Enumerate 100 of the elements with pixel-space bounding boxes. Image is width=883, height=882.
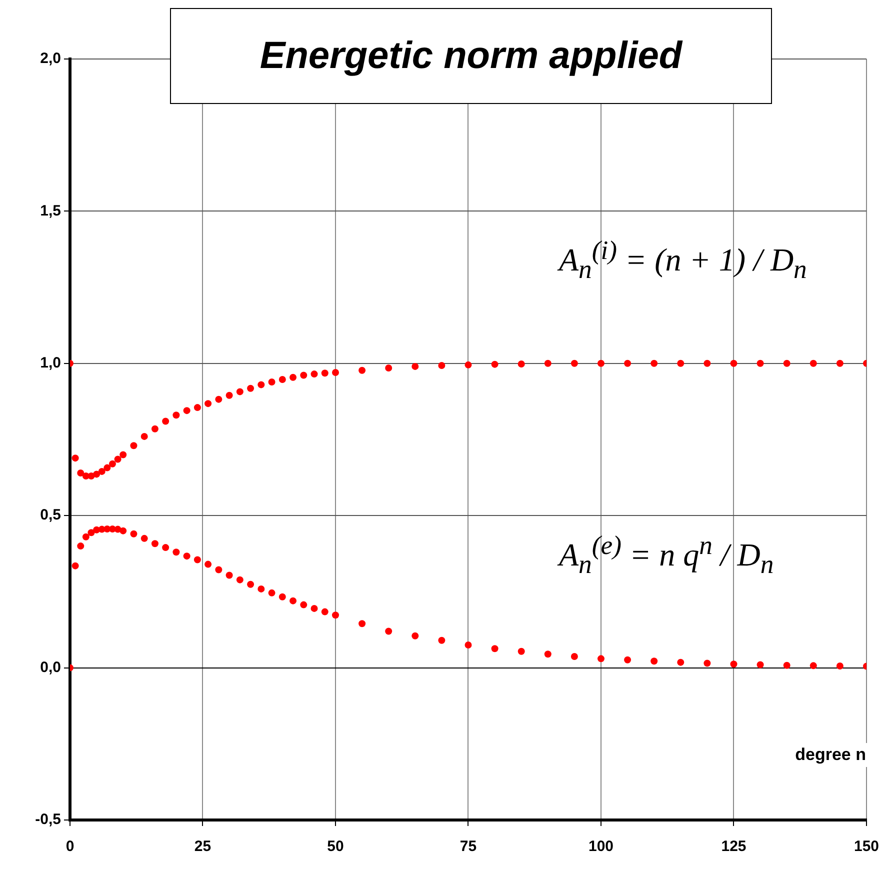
y-tick-label: 0,0: [40, 658, 61, 676]
point: [93, 470, 100, 478]
point: [108, 460, 116, 468]
point: [247, 580, 254, 588]
point: [704, 660, 711, 667]
point: [300, 372, 308, 379]
point: [72, 562, 79, 570]
point: [836, 360, 844, 367]
point: [258, 381, 265, 388]
x-tick-label: 150: [854, 838, 879, 856]
point: [836, 662, 844, 670]
point: [215, 566, 222, 574]
y-tick-label: 1,0: [40, 354, 61, 372]
point: [321, 370, 328, 377]
point: [247, 384, 254, 392]
point: [438, 636, 446, 644]
point: [290, 374, 297, 381]
point: [624, 360, 632, 367]
annotation: A$_{n}$$^{(i)}$ = (n + 1) / D$_{n}$: [556, 234, 808, 286]
y-tick-label: -0,5: [35, 811, 61, 828]
point: [783, 662, 790, 669]
y-tick-label: 1,5: [40, 202, 61, 220]
point: [278, 593, 286, 600]
point: [290, 597, 297, 604]
title-frame: Energetic norm applied: [170, 8, 772, 104]
point: [544, 360, 552, 367]
point: [120, 451, 127, 458]
point: [756, 360, 764, 367]
point: [704, 360, 711, 367]
point: [756, 661, 764, 668]
point: [570, 360, 578, 367]
point: [236, 576, 244, 584]
point: [332, 612, 339, 619]
point: [810, 662, 817, 670]
point: [268, 378, 276, 386]
point: [120, 527, 127, 534]
point: [258, 585, 265, 592]
point: [215, 396, 222, 403]
point: [77, 542, 84, 550]
point: [88, 529, 95, 536]
x-tick-label: 125: [721, 838, 746, 856]
x-axis-title: degree n: [791, 743, 870, 767]
point: [226, 572, 233, 579]
point: [597, 655, 604, 662]
point: [650, 360, 658, 367]
point: [730, 660, 738, 668]
point: [151, 425, 158, 432]
y-tick-label: 0,5: [40, 506, 61, 524]
point: [518, 360, 525, 368]
point: [332, 369, 339, 376]
x-tick-label: 25: [194, 838, 212, 856]
point: [597, 360, 604, 367]
point: [810, 360, 817, 367]
point: [570, 653, 578, 660]
point: [98, 468, 106, 475]
point: [226, 392, 233, 399]
point: [544, 650, 552, 658]
point: [140, 432, 148, 440]
point: [464, 361, 472, 368]
point: [204, 560, 212, 568]
point: [162, 544, 170, 552]
point: [104, 464, 111, 472]
point: [650, 658, 658, 665]
point: [77, 469, 84, 476]
point: [321, 608, 328, 616]
point: [300, 601, 308, 608]
point: [268, 589, 276, 596]
x-tick-label: 75: [460, 838, 477, 856]
point: [783, 360, 790, 367]
point: [204, 400, 212, 408]
point: [385, 628, 392, 635]
point: [114, 456, 122, 463]
point: [730, 360, 738, 367]
point: [72, 454, 79, 462]
point: [464, 641, 472, 648]
point: [151, 540, 158, 548]
point: [624, 656, 632, 664]
point: [194, 404, 201, 412]
point: [130, 530, 138, 538]
point: [162, 418, 170, 425]
point: [491, 360, 498, 368]
point: [130, 442, 138, 450]
point: [310, 370, 318, 378]
x-tick-label: 0: [66, 838, 74, 856]
annotation: A$_{n}$$^{(e)}$ = n q$^{n}$ / D$_{n}$: [556, 529, 775, 582]
point: [518, 648, 525, 655]
point: [310, 604, 318, 612]
point: [412, 362, 419, 370]
point: [183, 552, 190, 560]
point: [172, 548, 180, 556]
x-tick-label: 50: [327, 838, 344, 856]
point: [358, 620, 366, 628]
point: [236, 388, 244, 396]
point: [358, 366, 366, 374]
point: [194, 556, 201, 564]
point: [82, 533, 90, 540]
point: [183, 407, 190, 414]
x-tick-label: 100: [588, 838, 614, 856]
y-tick-label: 2,0: [40, 50, 61, 68]
point: [278, 376, 286, 384]
